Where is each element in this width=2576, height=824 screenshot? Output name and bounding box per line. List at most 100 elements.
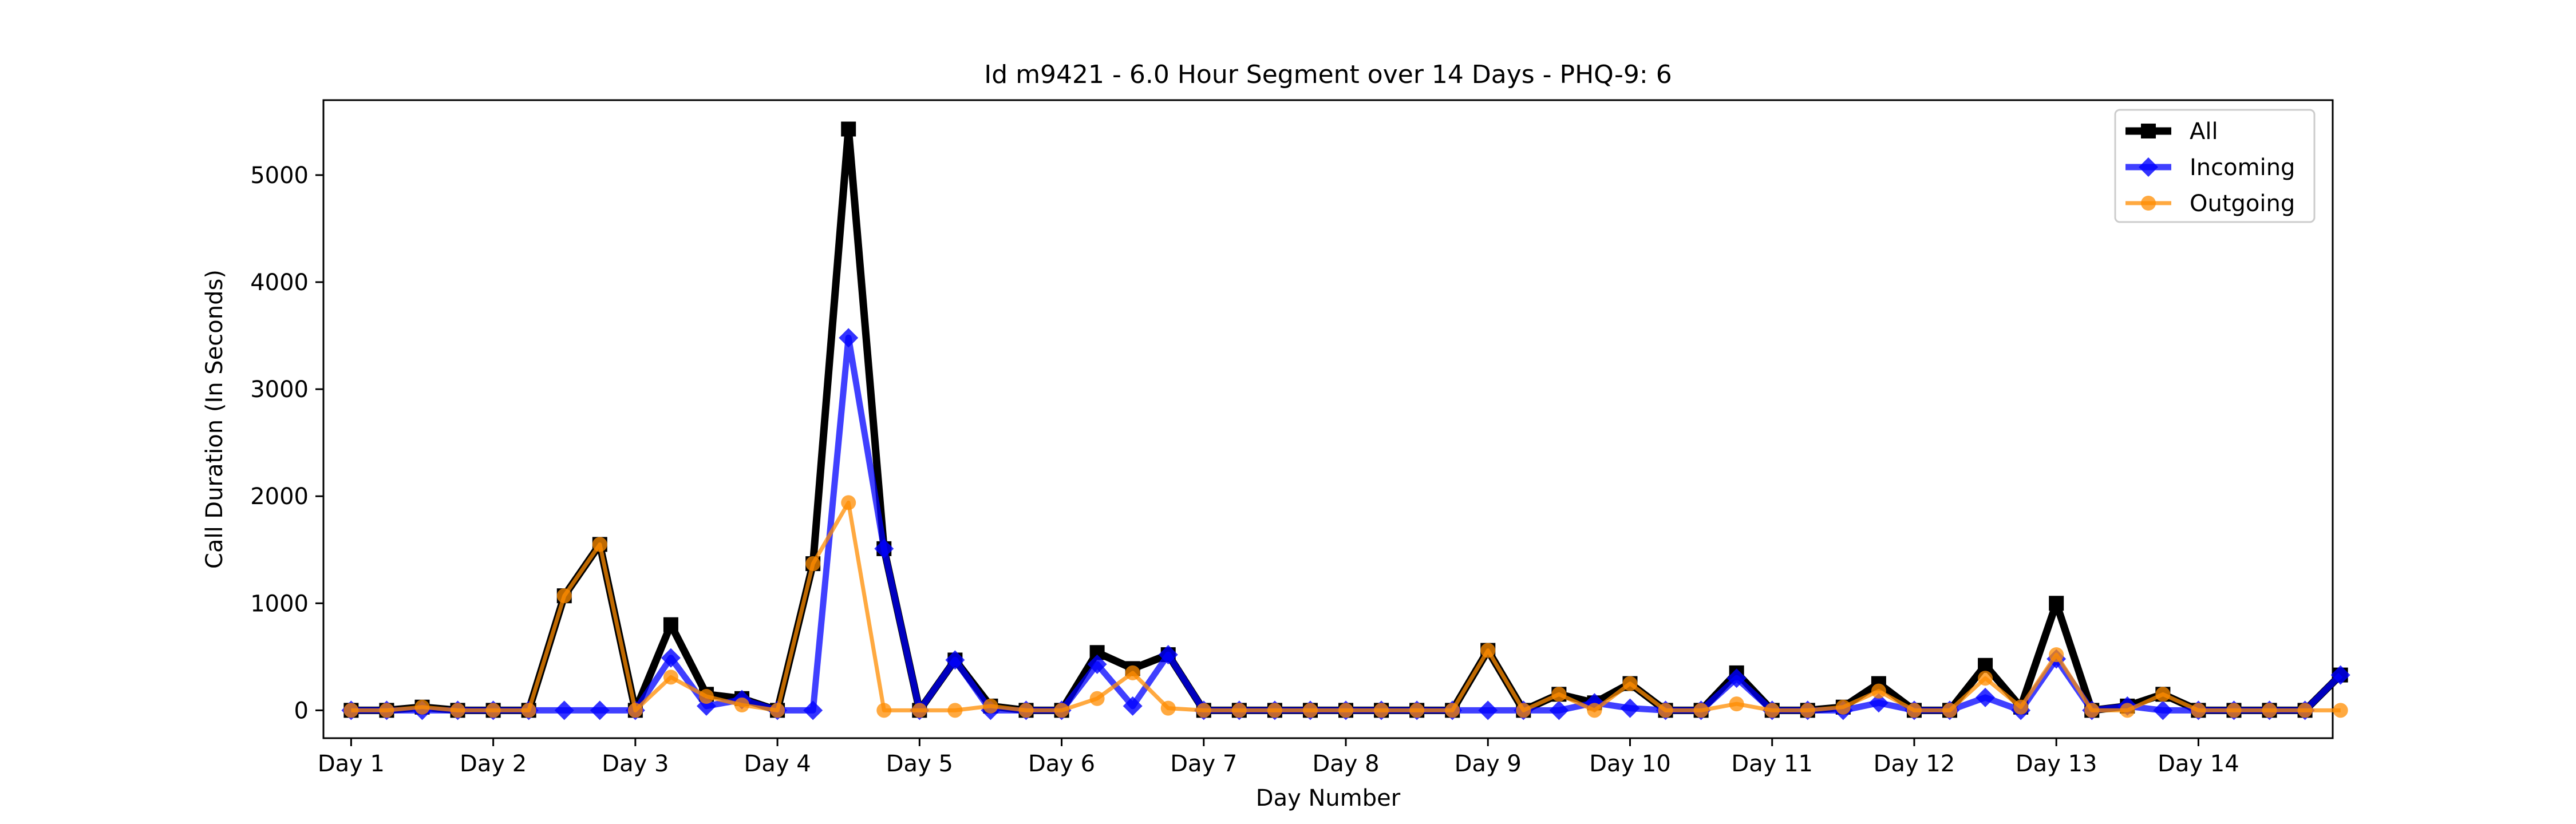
series-outgoing <box>343 495 2348 718</box>
data-point-incoming <box>1976 687 1996 707</box>
data-point-incoming <box>803 700 823 720</box>
data-point-outgoing <box>1338 703 1354 718</box>
data-point-outgoing <box>734 698 750 713</box>
data-point-incoming <box>1549 700 1569 720</box>
data-point-all <box>841 121 856 137</box>
data-point-outgoing <box>1089 691 1105 706</box>
x-tick-label: Day 5 <box>886 751 953 777</box>
legend-swatch-marker <box>2141 124 2156 138</box>
data-point-incoming <box>1868 693 1888 713</box>
data-point-outgoing <box>1480 643 1496 658</box>
data-point-outgoing <box>1409 703 1425 718</box>
x-tick-label: Day 8 <box>1312 751 1379 777</box>
data-point-outgoing <box>2049 647 2064 663</box>
data-point-outgoing <box>2333 703 2348 718</box>
chart-legend: All Incoming Outgoing <box>2114 109 2316 223</box>
data-point-incoming <box>874 538 894 558</box>
legend-box <box>2114 109 2316 223</box>
data-point-outgoing <box>1871 683 1886 699</box>
data-point-outgoing <box>2155 687 2171 702</box>
data-point-outgoing <box>1302 703 1318 718</box>
data-point-incoming <box>1087 654 1107 674</box>
data-point-all <box>1978 657 1993 673</box>
data-point-outgoing <box>1196 703 1211 718</box>
y-tick-label: 2000 <box>250 484 309 510</box>
x-tick-label: Day 7 <box>1170 751 1237 777</box>
chart-title: Id m9421 - 6.0 Hour Segment over 14 Days… <box>984 60 1672 89</box>
data-point-outgoing <box>841 495 856 510</box>
data-point-outgoing <box>2191 703 2206 718</box>
data-point-outgoing <box>2084 703 2100 718</box>
data-point-incoming <box>1478 700 1498 720</box>
data-point-outgoing <box>1978 671 1993 686</box>
data-point-outgoing <box>1906 703 1922 718</box>
legend-item: All <box>2125 118 2218 145</box>
data-point-outgoing <box>343 703 359 718</box>
data-point-outgoing <box>1267 703 1282 718</box>
legend-swatch-marker <box>2139 157 2158 177</box>
data-point-outgoing <box>1764 703 1780 718</box>
data-point-outgoing <box>1445 703 1460 718</box>
data-point-outgoing <box>1054 703 1069 718</box>
data-point-incoming <box>1726 668 1747 688</box>
y-axis-ticks: 0 1000 2000 3000 4000 5000 <box>250 163 323 724</box>
data-point-incoming <box>1158 645 1178 665</box>
x-tick-label: Day 2 <box>460 751 527 777</box>
data-point-incoming <box>2330 665 2350 685</box>
legend-item: Incoming <box>2125 154 2295 181</box>
data-point-outgoing <box>2013 699 2029 715</box>
y-tick-label: 5000 <box>250 163 309 189</box>
data-point-outgoing <box>1125 665 1140 680</box>
x-axis-label: Day Number <box>1256 785 1401 811</box>
data-point-outgoing <box>1516 703 1531 718</box>
y-tick-label: 3000 <box>250 377 309 403</box>
x-tick-label: Day 4 <box>744 751 811 777</box>
x-axis-ticks: Day 1 Day 2 Day 3 Day 4 Day 5 Day 6 Day 7 Day 8… <box>318 738 2239 777</box>
y-tick-label: 1000 <box>250 591 309 617</box>
data-point-incoming <box>839 328 859 348</box>
data-point-incoming <box>590 700 610 720</box>
data-point-outgoing <box>1835 699 1851 715</box>
data-point-outgoing <box>947 703 963 718</box>
data-point-outgoing <box>379 703 394 718</box>
series-layer <box>341 121 2350 720</box>
x-tick-label: Day 9 <box>1455 751 1522 777</box>
data-point-outgoing <box>2120 703 2135 718</box>
data-point-outgoing <box>1160 700 1176 716</box>
legend-item: Outgoing <box>2125 191 2295 217</box>
data-point-outgoing <box>663 670 678 685</box>
data-point-outgoing <box>592 537 607 552</box>
legend-swatch-marker <box>2141 196 2156 211</box>
data-point-outgoing <box>1942 703 1958 718</box>
data-point-outgoing <box>805 556 821 572</box>
data-point-incoming <box>1123 696 1143 716</box>
x-tick-label: Day 10 <box>1589 751 1671 777</box>
data-point-outgoing <box>983 698 998 714</box>
data-point-outgoing <box>1800 703 1815 718</box>
x-tick-label: Day 6 <box>1028 751 1095 777</box>
x-tick-label: Day 11 <box>1731 751 1813 777</box>
data-point-outgoing <box>1551 687 1567 702</box>
y-tick-label: 0 <box>294 698 309 724</box>
data-point-outgoing <box>1018 703 1034 718</box>
data-point-incoming <box>661 648 681 668</box>
data-point-outgoing <box>556 588 572 604</box>
data-point-outgoing <box>521 703 536 718</box>
legend-label: Incoming <box>2190 154 2295 181</box>
x-tick-label: Day 12 <box>1874 751 1955 777</box>
data-point-outgoing <box>2262 703 2277 718</box>
y-axis-label: Call Duration (In Seconds) <box>202 270 228 569</box>
data-point-all <box>2049 596 2064 611</box>
data-point-outgoing <box>414 699 430 715</box>
data-point-incoming <box>1620 698 1640 718</box>
data-point-outgoing <box>876 703 892 718</box>
y-tick-label: 4000 <box>250 270 309 296</box>
x-tick-label: Day 3 <box>602 751 669 777</box>
data-point-incoming <box>945 650 965 670</box>
data-point-outgoing <box>1374 703 1389 718</box>
legend-label: Outgoing <box>2190 191 2295 217</box>
data-point-all <box>663 617 678 632</box>
data-point-outgoing <box>1658 703 1673 718</box>
data-point-outgoing <box>698 689 714 704</box>
